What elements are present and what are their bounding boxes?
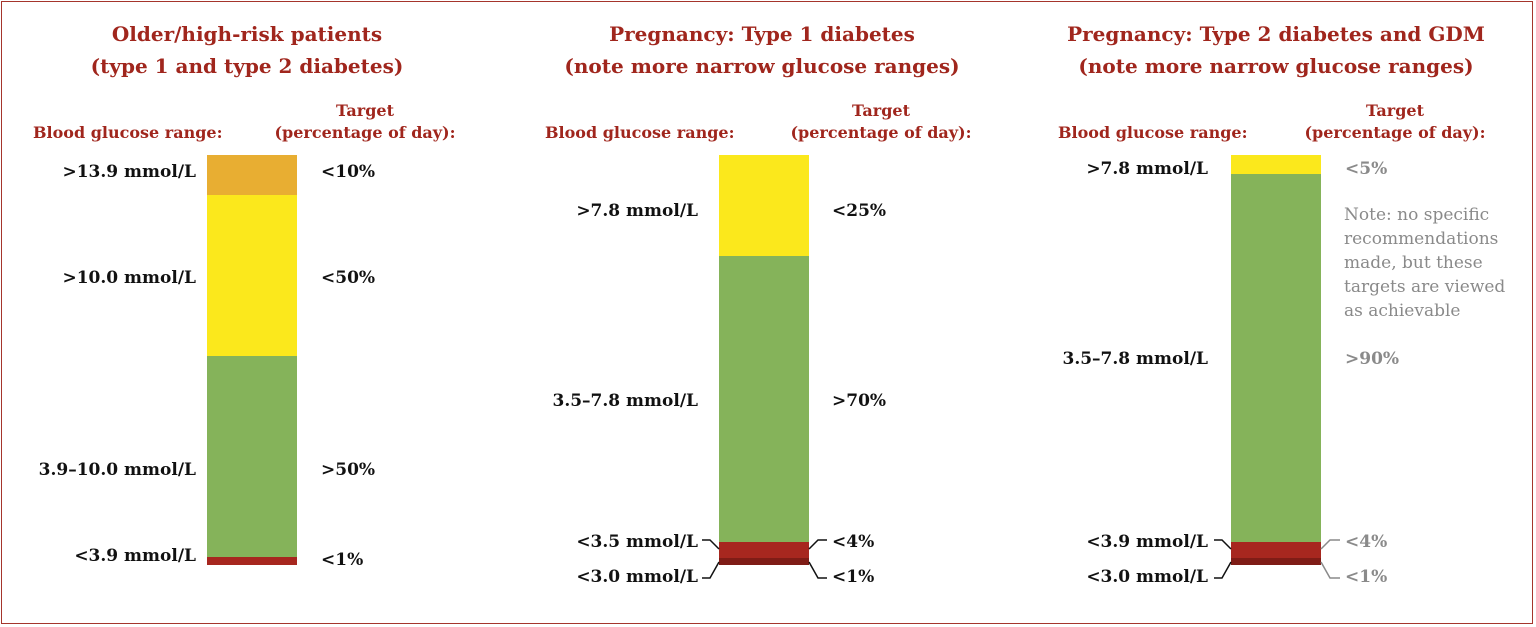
panel-1-target-label-1: <10%: [321, 162, 376, 182]
panel-3-segment-very-low: [1231, 558, 1321, 565]
panel-1-range-label-2: >10.0 mmol/L: [62, 268, 196, 288]
panel-3-title-line1: Pregnancy: Type 2 diabetes and GDM: [1067, 22, 1485, 46]
panel-3-note-line4: targets are viewed: [1344, 277, 1506, 297]
panel-3-range-label-1: >7.8 mmol/L: [1086, 159, 1208, 179]
panel-2-range-label-2: 3.5–7.8 mmol/L: [552, 391, 698, 411]
panel-1-target-header: Target (percentage of day):: [270, 100, 460, 144]
panel-2-segment-in-range: [719, 256, 809, 542]
panel-1-range-label-4: <3.9 mmol/L: [74, 546, 196, 566]
panel-1-target-label-3: >50%: [321, 460, 376, 480]
panel-3-target-header-line2: (percentage of day):: [1304, 123, 1486, 142]
panel-2-segment-low: [719, 542, 809, 558]
panel-3-range-label-4: <3.0 mmol/L: [1086, 567, 1208, 587]
panel-1-segment-very-high: [207, 155, 297, 195]
panel-2-target-label-4: <1%: [832, 567, 875, 587]
panel-2-target-label-3: <4%: [832, 532, 875, 552]
panel-2-target-header-line1: Target: [852, 101, 910, 120]
panel-3-note-line2: recommendations: [1344, 229, 1499, 249]
panel-1-title-line1: Older/high-risk patients: [111, 22, 383, 46]
panel-2-title: Pregnancy: Type 1 diabetes (note more na…: [502, 18, 1022, 82]
panel-3-note: Note: no specific recommendations made, …: [1344, 203, 1534, 323]
panel-2-title-line1: Pregnancy: Type 1 diabetes: [609, 22, 915, 46]
panel-3-target-label-3: <4%: [1345, 532, 1388, 552]
panel-2-segment-high: [719, 155, 809, 256]
panel-2-leader-left-low: [702, 539, 720, 550]
panel-2-target-label-2: >70%: [832, 391, 887, 411]
panel-3-title: Pregnancy: Type 2 diabetes and GDM (note…: [1016, 18, 1536, 82]
panel-3-target-label-4: <1%: [1345, 567, 1388, 587]
panel-3-leader-left-low: [1214, 539, 1232, 550]
panel-1-title-line2: (type 1 and type 2 diabetes): [90, 54, 404, 78]
panel-3-note-line1: Note: no specific: [1344, 205, 1490, 225]
panel-3-range-header: Blood glucose range:: [1058, 123, 1248, 142]
panel-3-segment-in-range: [1231, 174, 1321, 542]
panel-3-leader-right-low: [1320, 539, 1340, 550]
panel-1-title: Older/high-risk patients (type 1 and typ…: [0, 18, 507, 82]
panel-2-leader-left-very-low: [702, 561, 720, 579]
panel-2-range-label-1: >7.8 mmol/L: [576, 201, 698, 221]
panel-3-range-label-3: <3.9 mmol/L: [1086, 532, 1208, 552]
panel-2-range-header: Blood glucose range:: [545, 123, 735, 142]
panel-2-segment-very-low: [719, 558, 809, 565]
panel-3-segment-high: [1231, 155, 1321, 174]
panel-2-target-label-1: <25%: [832, 201, 887, 221]
panel-3-target-label-1: <5%: [1345, 159, 1388, 179]
panel-3-range-label-2: 3.5–7.8 mmol/L: [1062, 349, 1208, 369]
panel-2-bar: [719, 155, 809, 565]
panel-3-note-line5: as achievable: [1344, 301, 1461, 321]
panel-1-range-label-3: 3.9–10.0 mmol/L: [38, 460, 196, 480]
panel-3-target-header-line1: Target: [1366, 101, 1424, 120]
panel-3-segment-low: [1231, 542, 1321, 558]
panel-2-leader-right-low: [808, 539, 827, 550]
panel-3-leader-right-very-low: [1320, 561, 1340, 579]
panel-1-target-label-2: <50%: [321, 268, 376, 288]
panel-1-segment-low: [207, 557, 297, 565]
panel-2-title-line2: (note more narrow glucose ranges): [564, 54, 960, 78]
panel-3-title-line2: (note more narrow glucose ranges): [1078, 54, 1474, 78]
panel-1-range-label-1: >13.9 mmol/L: [62, 162, 196, 182]
panel-3-target-header: Target (percentage of day):: [1300, 100, 1490, 144]
panel-2-target-header-line2: (percentage of day):: [790, 123, 972, 142]
panel-3-bar: [1231, 155, 1321, 565]
panel-3-target-label-2: >90%: [1345, 349, 1400, 369]
panel-1-bar: [207, 155, 297, 565]
panel-1-segment-in-range: [207, 356, 297, 557]
panel-1-target-header-line1: Target: [336, 101, 394, 120]
panel-1-segment-high: [207, 195, 297, 356]
panel-2-leader-right-very-low: [808, 561, 827, 579]
panel-1-target-header-line2: (percentage of day):: [274, 123, 456, 142]
panel-2-target-header: Target (percentage of day):: [786, 100, 976, 144]
panel-1-target-label-4: <1%: [321, 550, 364, 570]
panel-3-note-line3: made, but these: [1344, 253, 1483, 273]
panel-3-leader-left-very-low: [1214, 561, 1232, 579]
panel-2-range-label-3: <3.5 mmol/L: [576, 532, 698, 552]
panel-1-range-header: Blood glucose range:: [33, 123, 223, 142]
panel-2-range-label-4: <3.0 mmol/L: [576, 567, 698, 587]
